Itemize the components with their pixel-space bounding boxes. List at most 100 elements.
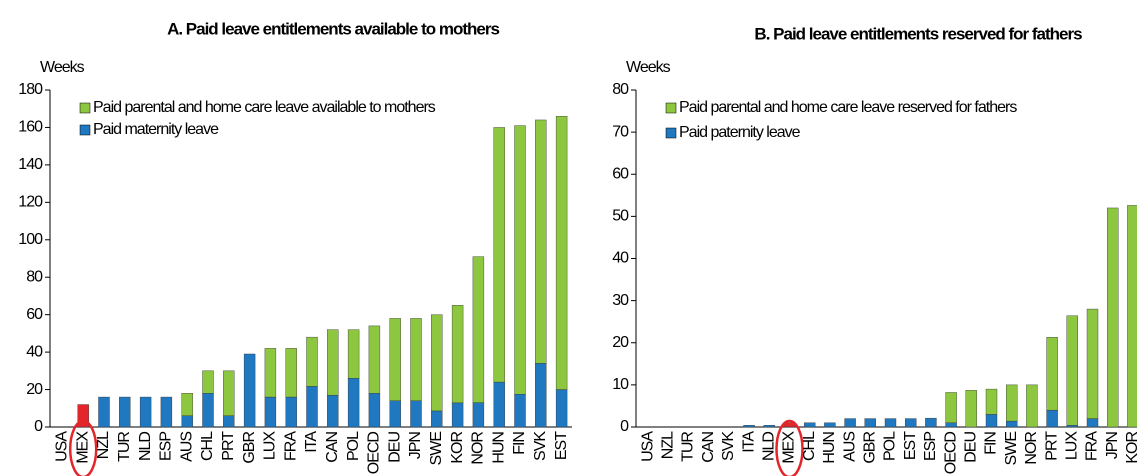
bar [347,378,360,428]
chart-title: A. Paid leave entitlements available to … [167,19,499,38]
bar [1046,409,1058,428]
bar [202,393,214,428]
x-tick-label: POL [882,431,899,461]
bar [306,386,318,428]
bar [844,418,856,428]
x-tick-label: NOR [470,432,487,465]
bar [451,402,464,428]
bar [945,422,957,428]
bar [264,348,277,398]
x-tick-label: CAN [324,432,341,463]
bar [119,396,131,428]
x-tick-label: NZL [660,431,677,459]
bar [493,381,505,428]
bar [905,418,917,428]
x-tick-label: ESP [922,432,939,461]
y-tick-label: 70 [612,123,629,140]
bar [1086,308,1099,419]
bar [925,417,937,428]
bar [347,329,360,379]
x-tick-label: CHL [199,431,216,461]
bar [555,116,568,390]
legend-label: Paid parental and home care leave reserv… [679,99,1017,116]
bar [985,414,998,428]
x-tick-label: FRA [1084,431,1101,461]
legend-label: Paid paternity leave [679,124,801,141]
bar [451,305,464,404]
bar [389,400,401,428]
legend-label: Paid maternity leave [93,121,219,138]
x-tick-label: DEU [963,432,980,463]
bar [243,353,256,428]
bar [368,325,381,394]
bar [223,415,235,428]
x-tick-label: USA [54,431,71,462]
bar [824,422,836,428]
y-tick-label: 140 [18,156,43,173]
bar [410,318,422,401]
highlight-ring [775,419,804,476]
bar [514,125,526,395]
x-tick-label: LUX [1064,431,1081,460]
bar [264,396,277,428]
bar [884,418,897,428]
x-tick-label: KOR [1124,432,1137,464]
bar [864,418,876,428]
x-tick-label: AUS [841,432,858,462]
bar [285,348,297,398]
bar [306,336,318,387]
bar [472,256,485,403]
chart-title: B. Paid leave entitlements reserved for … [754,24,1082,43]
x-tick-label: JPN [407,432,424,460]
y-tick-label: 0 [620,418,629,435]
legend-label: Paid parental and home care leave availa… [93,99,436,116]
y-tick-label: 120 [18,194,43,211]
y-tick-label: 160 [18,119,43,136]
bar [1106,207,1119,428]
y-tick-label: 40 [612,250,629,267]
x-tick-label: CAN [700,432,717,463]
legend-swatch [79,102,91,114]
bar [431,410,443,428]
y-tick-label: 40 [26,343,43,360]
x-tick-label: FRA [282,431,299,461]
x-tick-label: SWE [428,432,445,466]
x-tick-label: OECD [942,432,959,475]
legend-swatch [665,102,677,114]
bar [965,390,977,428]
x-tick-label: SWE [1003,432,1020,466]
y-tick-label: 0 [34,418,43,435]
bar [555,389,568,428]
x-tick-label: LUX [262,431,279,460]
bar [763,425,775,428]
x-tick-label: NLD [137,432,154,461]
bar [327,329,339,396]
bar [1127,205,1137,428]
y-tick-label: 80 [612,81,629,98]
x-tick-label: AUS [178,432,195,462]
x-tick-label: EST [902,431,919,460]
bar [98,396,110,428]
bar [535,119,547,364]
y-tick-label: 60 [26,306,43,323]
bar [410,400,422,428]
x-tick-label: FIN [983,432,1000,455]
x-tick-label: SVK [720,431,737,461]
bar [223,370,235,416]
y-tick-label: 50 [612,208,629,225]
x-tick-label: KOR [449,432,466,464]
x-tick-label: EST [553,431,570,460]
x-tick-label: NZL [95,431,112,459]
x-tick-label: ITA [740,431,757,453]
x-tick-label: PRT [1043,431,1060,461]
x-tick-label: JPN [1104,432,1121,460]
bar [327,394,339,428]
x-tick-label: DEU [386,432,403,463]
legend-swatch [79,124,91,136]
bar [743,425,755,428]
y-tick-label: 30 [612,292,629,309]
y-tick-label: 10 [612,376,629,393]
x-tick-label: GBR [241,432,258,464]
x-tick-label: HUN [490,432,507,464]
